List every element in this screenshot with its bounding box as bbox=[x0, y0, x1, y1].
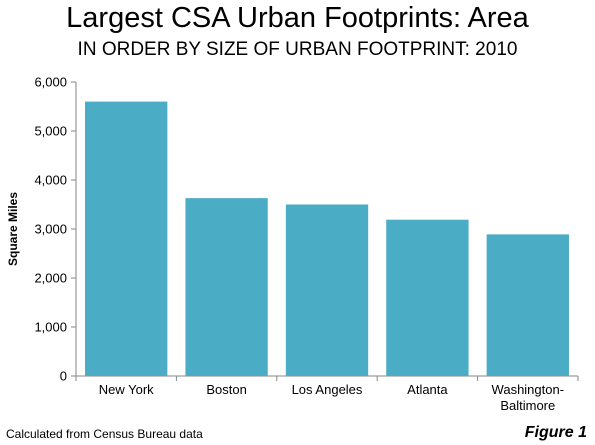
bar bbox=[486, 234, 569, 376]
source-note: Calculated from Census Bureau data bbox=[6, 427, 203, 441]
y-tick-label: 2,000 bbox=[34, 271, 67, 286]
bar bbox=[185, 198, 268, 376]
x-tick-label: Washington-Baltimore bbox=[492, 382, 565, 413]
y-axis-title: Square Miles bbox=[6, 192, 20, 266]
y-tick-label: 0 bbox=[60, 369, 67, 384]
x-tick-label: Los Angeles bbox=[292, 382, 363, 397]
y-tick-label: 4,000 bbox=[34, 173, 67, 188]
x-tick-label: New York bbox=[99, 382, 154, 397]
bar bbox=[285, 204, 369, 376]
x-tick-label: Atlanta bbox=[407, 382, 448, 397]
y-tick-label: 1,000 bbox=[34, 320, 67, 335]
y-tick-label: 3,000 bbox=[34, 222, 67, 237]
chart-subtitle: IN ORDER BY SIZE OF URBAN FOOTPRINT: 201… bbox=[77, 39, 518, 60]
figure-label: Figure 1 bbox=[524, 424, 587, 441]
bar bbox=[386, 219, 469, 376]
y-tick-label: 5,000 bbox=[34, 124, 67, 139]
y-tick-label: 6,000 bbox=[34, 75, 67, 90]
x-tick-label: Boston bbox=[206, 382, 246, 397]
bar bbox=[85, 101, 168, 376]
chart-title: Largest CSA Urban Footprints: Area bbox=[66, 2, 529, 34]
